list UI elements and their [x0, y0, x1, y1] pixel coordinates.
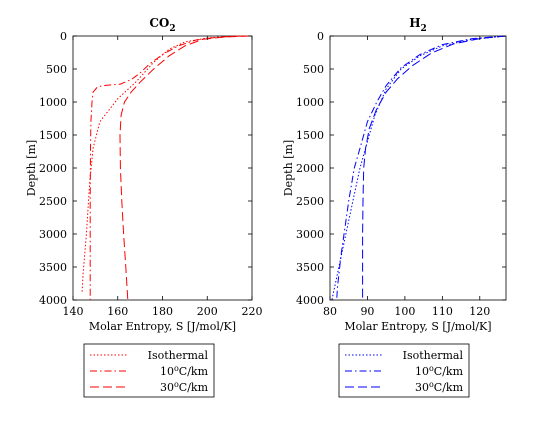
x-tick-label: 120 — [469, 305, 490, 318]
y-axis-label: Depth [m] — [282, 140, 295, 196]
chart-title-subscript: 2 — [169, 24, 175, 34]
legend-label-1: Isothermal — [403, 349, 464, 362]
legend-label-number: 30 — [160, 381, 174, 394]
y-tick-label: 2000 — [296, 162, 324, 175]
x-tick-label: 90 — [360, 305, 374, 318]
y-tick-label: 1500 — [39, 129, 67, 142]
x-tick-label: 80 — [323, 305, 337, 318]
legend-label-unit: C/km — [179, 365, 209, 378]
legend-label-1: Isothermal — [148, 349, 209, 362]
y-tick-label: 2500 — [39, 195, 67, 208]
y-tick-label: 1000 — [296, 96, 324, 109]
x-axis-label: Molar Entropy, S [J/mol/K] — [89, 320, 236, 333]
legend-label-degree: o — [429, 380, 434, 389]
legend-label-degree: o — [174, 364, 179, 373]
y-tick-label: 1500 — [296, 129, 324, 142]
x-tick-label: 140 — [63, 305, 84, 318]
legend-label-unit: C/km — [179, 381, 209, 394]
chart-title: H2 — [409, 16, 427, 34]
y-tick-label: 3500 — [296, 261, 324, 274]
legend-label-unit: C/km — [434, 365, 464, 378]
series-line-3 — [119, 35, 250, 301]
x-axis-label: Molar Entropy, S [J/mol/K] — [344, 320, 491, 333]
y-tick-label: 500 — [46, 63, 67, 76]
x-tick-label: 180 — [152, 305, 173, 318]
chart-panel-2: 80 90 100 110 120 0 500 1000 1500 2000 2500 3000 350… — [282, 16, 507, 398]
plot-area — [329, 35, 507, 301]
y-tick-label: 1000 — [39, 96, 67, 109]
y-tick-label: 3500 — [39, 261, 67, 274]
legend-label-degree: o — [174, 380, 179, 389]
x-tick-label: 200 — [197, 305, 218, 318]
legend-label-number: 10 — [160, 365, 174, 378]
y-tick-label: 0 — [60, 30, 67, 43]
x-tick-label: 110 — [432, 305, 453, 318]
y-axis-label: Depth [m] — [25, 140, 38, 196]
plot-area — [72, 35, 253, 301]
y-tick-label: 0 — [317, 30, 324, 43]
y-tick-label: 2500 — [296, 195, 324, 208]
y-tick-label: 3000 — [39, 228, 67, 241]
y-tick-label: 4000 — [296, 294, 324, 307]
legend-label-3: 30oC/km — [415, 380, 464, 394]
series-line-3 — [362, 35, 507, 300]
legend-label-number: 10 — [415, 365, 429, 378]
legend-label-3: 30oC/km — [160, 380, 209, 394]
chart-title-subscript: 2 — [421, 24, 427, 34]
y-tick-label: 500 — [303, 63, 324, 76]
series-line-1 — [81, 35, 237, 294]
x-tick-label: 160 — [107, 305, 128, 318]
legend-label-unit: C/km — [434, 381, 464, 394]
series-line-2 — [89, 35, 244, 300]
legend-label-number: 30 — [415, 381, 429, 394]
series-line-2 — [336, 35, 507, 301]
chart-title-main: H — [409, 16, 420, 30]
x-tick-label: 220 — [242, 305, 263, 318]
y-tick-label: 2000 — [39, 162, 67, 175]
legend-label-2: 10oC/km — [415, 364, 464, 378]
series-line-1 — [331, 35, 507, 301]
chart-panel-1: 140 160 180 200 220 0 500 1000 1500 2000 2500 3000 3… — [25, 16, 263, 398]
y-tick-label: 4000 — [39, 294, 67, 307]
x-tick-label: 100 — [394, 305, 415, 318]
chart-title: CO2 — [149, 16, 175, 34]
legend-label-2: 10oC/km — [160, 364, 209, 378]
y-tick-label: 3000 — [296, 228, 324, 241]
legend-label-degree: o — [429, 364, 434, 373]
chart-title-main: CO — [149, 16, 169, 30]
